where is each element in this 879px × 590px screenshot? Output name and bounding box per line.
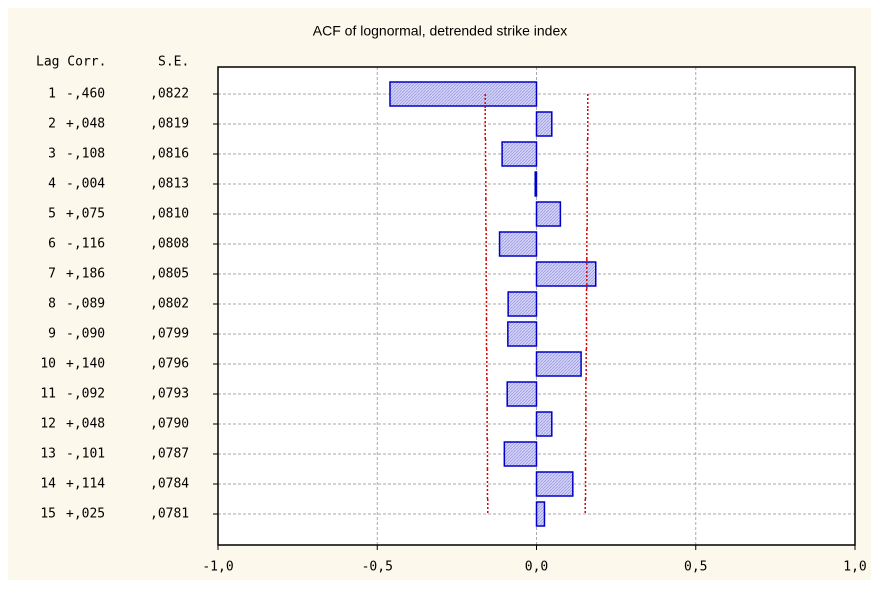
lag-label: 13 — [40, 447, 56, 462]
corr-label: -,092 — [66, 387, 105, 402]
x-tick-label: 0,5 — [684, 560, 707, 575]
lag-label: 8 — [48, 297, 56, 312]
bar — [389, 81, 538, 107]
lag-label: 14 — [40, 477, 56, 492]
se-label: ,0802 — [150, 297, 189, 312]
corr-label: -,108 — [66, 147, 105, 162]
se-label: ,0822 — [150, 87, 189, 102]
corr-label: -,116 — [66, 237, 105, 252]
bar — [507, 291, 538, 317]
bar — [506, 381, 538, 407]
se-label: ,0819 — [150, 117, 189, 132]
corr-label: +,140 — [66, 357, 105, 372]
bar — [535, 261, 597, 287]
column-header: S.E. — [158, 55, 189, 70]
lag-label: 12 — [40, 417, 56, 432]
lag-label: 2 — [48, 117, 56, 132]
se-label: ,0790 — [150, 417, 189, 432]
corr-label: +,025 — [66, 507, 105, 522]
x-tick-label: -0,5 — [362, 560, 393, 575]
se-label: ,0810 — [150, 207, 189, 222]
se-label: ,0805 — [150, 267, 189, 282]
corr-label: +,075 — [66, 207, 105, 222]
lag-label: 6 — [48, 237, 56, 252]
se-label: ,0796 — [150, 357, 189, 372]
lag-label: 4 — [48, 177, 56, 192]
se-label: ,0799 — [150, 327, 189, 342]
se-label: ,0793 — [150, 387, 189, 402]
se-label: ,0808 — [150, 237, 189, 252]
bar — [535, 351, 582, 377]
lag-label: 10 — [40, 357, 56, 372]
x-tick-label: 0,0 — [525, 560, 548, 575]
se-label: ,0816 — [150, 147, 189, 162]
column-header: Lag Corr. — [36, 55, 106, 70]
se-label: ,0813 — [150, 177, 189, 192]
se-label: ,0784 — [150, 477, 189, 492]
x-tick-label: 1,0 — [843, 560, 866, 575]
bar — [507, 321, 538, 347]
lag-label: 5 — [48, 207, 56, 222]
bar — [501, 141, 538, 167]
bar — [535, 471, 574, 497]
lag-label: 3 — [48, 147, 56, 162]
corr-label: +,048 — [66, 417, 105, 432]
x-tick-label: -1,0 — [202, 560, 233, 575]
lag-label: 1 — [48, 87, 56, 102]
lag-label: 7 — [48, 267, 56, 282]
corr-label: -,460 — [66, 87, 105, 102]
lag-label: 11 — [40, 387, 56, 402]
lag-label: 9 — [48, 327, 56, 342]
bar — [535, 411, 553, 437]
se-label: ,0787 — [150, 447, 189, 462]
corr-label: +,048 — [66, 117, 105, 132]
corr-label: +,186 — [66, 267, 105, 282]
corr-label: +,114 — [66, 477, 105, 492]
chart-title: ACF of lognormal, detrended strike index — [313, 23, 567, 39]
lag-label: 15 — [40, 507, 56, 522]
corr-label: -,101 — [66, 447, 105, 462]
bar — [535, 201, 562, 227]
corr-label: -,004 — [66, 177, 105, 192]
se-label: ,0781 — [150, 507, 189, 522]
corr-label: -,089 — [66, 297, 105, 312]
plot-frame — [217, 66, 856, 546]
bar — [503, 441, 538, 467]
bar — [535, 501, 546, 527]
corr-label: -,090 — [66, 327, 105, 342]
bar — [498, 231, 538, 257]
bar — [535, 111, 553, 137]
bar — [534, 171, 538, 197]
